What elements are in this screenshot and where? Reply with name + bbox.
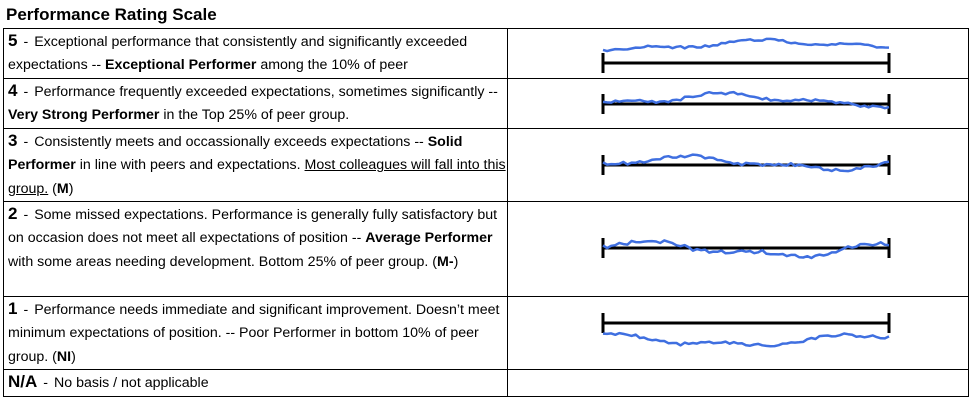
rating-number: 2 bbox=[8, 204, 18, 224]
rating-graph-cell bbox=[507, 78, 969, 129]
rating-number: 4 bbox=[8, 81, 18, 100]
rating-description: 5- Exceptional performance that consisten… bbox=[3, 28, 508, 79]
rating-row-4: 4- Performance frequently exceeded expect… bbox=[3, 78, 969, 129]
performance-curve-graphic-3 bbox=[601, 153, 891, 175]
performance-curve-graphic-5 bbox=[601, 37, 891, 73]
performance-curve bbox=[602, 37, 890, 53]
performance-curve-graphic-1 bbox=[601, 313, 891, 348]
performance-curve bbox=[602, 153, 890, 173]
rating-graph-cell bbox=[507, 201, 969, 298]
rating-graph-cell bbox=[507, 296, 969, 371]
rating-row-3: 3- Consistently meets and occassionally e… bbox=[3, 127, 969, 203]
rating-row-2: 2- Some missed expectations. Performance … bbox=[3, 201, 969, 298]
performance-curve-graphic-4 bbox=[601, 90, 891, 114]
performance-curve-graphic-2 bbox=[601, 238, 891, 260]
page-title: Performance Rating Scale bbox=[6, 5, 217, 24]
rating-scale-table: 5- Exceptional performance that consisten… bbox=[3, 28, 969, 397]
rating-description: 4- Performance frequently exceeded expect… bbox=[3, 78, 508, 129]
rating-number: N/A bbox=[8, 372, 38, 392]
rating-row-na: N/A - No basis / not applicable bbox=[3, 369, 969, 397]
rating-graph-cell bbox=[507, 28, 969, 79]
performance-curve bbox=[602, 331, 890, 348]
rating-graph-cell bbox=[507, 127, 969, 203]
rating-row-1: 1- Performance needs immediate and signif… bbox=[3, 296, 969, 371]
rating-description: N/A - No basis / not applicable bbox=[3, 369, 508, 397]
rating-description: 3- Consistently meets and occassionally e… bbox=[3, 127, 508, 203]
rating-description: 1- Performance needs immediate and signif… bbox=[3, 296, 508, 371]
rating-graph-cell-empty bbox=[507, 369, 969, 397]
rating-number: 5 bbox=[8, 31, 18, 50]
rating-number: 3 bbox=[8, 130, 18, 150]
rating-number: 1 bbox=[8, 299, 18, 319]
rating-description: 2- Some missed expectations. Performance … bbox=[3, 201, 508, 298]
rating-row-5: 5- Exceptional performance that consisten… bbox=[3, 28, 969, 79]
performance-curve bbox=[602, 239, 890, 260]
performance-curve bbox=[602, 90, 890, 110]
